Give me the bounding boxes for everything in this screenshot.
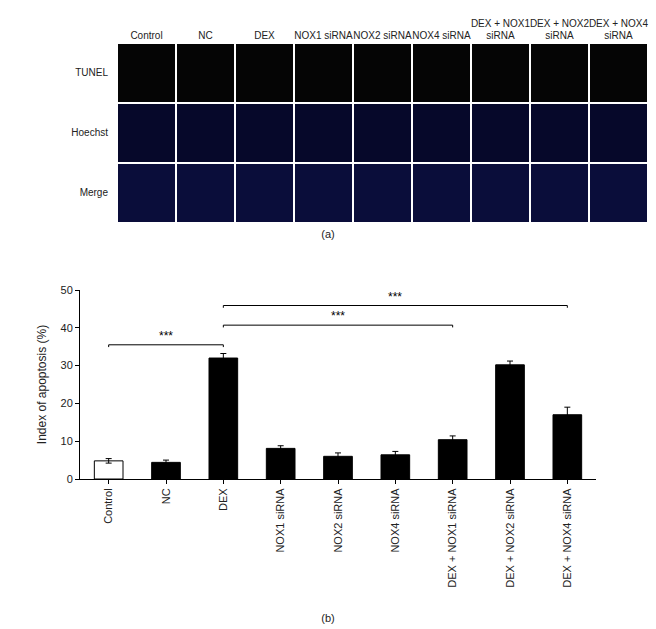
svg-text:40: 40 — [61, 322, 73, 334]
svg-text:30: 30 — [61, 359, 73, 371]
svg-text:NC: NC — [160, 488, 172, 504]
html-text:DEX + NOX4 siRNA: DEX + NOX4 siRNA — [588, 18, 649, 41]
svg-text:10: 10 — [61, 435, 73, 447]
html-text:(a): (a) — [321, 228, 335, 240]
svg-text:Index of apoptosis (%): Index of apoptosis (%) — [35, 325, 49, 444]
html-text:TUNEL: TUNEL — [75, 67, 108, 78]
svg-text:***: *** — [159, 329, 173, 343]
html-text:(b): (b) — [321, 612, 335, 624]
svg-text:50: 50 — [61, 284, 73, 296]
svg-text:NOX4 siRNA: NOX4 siRNA — [389, 488, 401, 553]
html-text:Control: Control — [130, 30, 163, 41]
html-text:DEX: DEX — [254, 30, 275, 41]
html-text:NOX1 siRNA NOX2 siRNA NOX4 siR: NOX1 siRNA NOX2 siRNA NOX4 siRNA — [294, 30, 471, 41]
html-text:DEX + NOX1 siRNA: DEX + NOX1 siRNA — [470, 18, 531, 41]
svg-text:NOX1 siRNA: NOX1 siRNA — [274, 488, 286, 553]
svg-text:***: *** — [388, 290, 402, 304]
svg-text:DEX + NOX1 siRNA: DEX + NOX1 siRNA — [446, 488, 458, 588]
svg-text:***: *** — [331, 309, 345, 323]
svg-text:DEX + NOX4 siRNA: DEX + NOX4 siRNA — [561, 488, 573, 588]
html-text:Merge: Merge — [79, 187, 108, 198]
svg-text:DEX + NOX2 siRNA: DEX + NOX2 siRNA — [504, 488, 516, 588]
html-text:DEX + NOX2 siRNA: DEX + NOX2 siRNA — [529, 18, 590, 41]
svg-text:DEX: DEX — [217, 488, 229, 511]
svg-text:NOX2 siRNA: NOX2 siRNA — [332, 488, 344, 553]
svg-text:Control: Control — [102, 488, 114, 523]
svg-text:20: 20 — [61, 397, 73, 409]
html-text:Hoechst: Hoechst — [71, 127, 108, 138]
svg-text:0: 0 — [67, 473, 73, 485]
html-text:NC: NC — [198, 30, 213, 41]
